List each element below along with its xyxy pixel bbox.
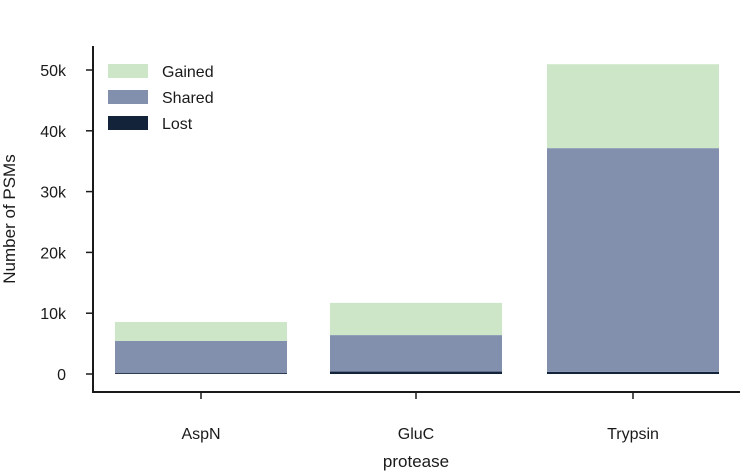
bar-lost-gluc: [330, 371, 502, 374]
legend-swatch-lost: [108, 116, 148, 130]
y-tick-label: 50k: [40, 63, 67, 80]
bar-gained-gluc: [330, 302, 502, 336]
legend-label-gained: Gained: [162, 64, 214, 81]
bar-gained-aspn: [115, 322, 287, 341]
x-tick-label-gluc: GluC: [398, 426, 434, 443]
x-axis-label: protease: [383, 452, 449, 471]
x-ticks-group: AspN GluC Trypsin: [181, 392, 659, 443]
legend-label-shared: Shared: [162, 90, 214, 107]
y-tick-label: 30k: [40, 185, 67, 202]
x-tick-label-aspn: AspN: [181, 426, 220, 443]
legend-swatch-shared: [108, 90, 148, 104]
y-ticks-group: 0 10k 20k 30k 40k 50k: [40, 63, 93, 384]
legend-swatch-gained: [108, 64, 148, 78]
y-tick-label: 0: [57, 367, 66, 384]
legend-label-lost: Lost: [162, 116, 193, 133]
legend: Gained Shared Lost: [108, 64, 214, 133]
y-tick-label: 10k: [40, 306, 67, 323]
y-axis-label: Number of PSMs: [0, 154, 19, 283]
bar-shared-gluc: [330, 335, 502, 372]
bar-lost-aspn: [115, 373, 287, 374]
y-tick-label: 20k: [40, 245, 67, 262]
y-tick-label: 40k: [40, 124, 67, 141]
bars-group: [115, 64, 719, 374]
bar-shared-trypsin: [547, 148, 719, 372]
x-tick-label-trypsin: Trypsin: [607, 426, 659, 443]
bar-gained-trypsin: [547, 64, 719, 149]
bar-lost-trypsin: [547, 371, 719, 374]
bar-shared-aspn: [115, 340, 287, 374]
